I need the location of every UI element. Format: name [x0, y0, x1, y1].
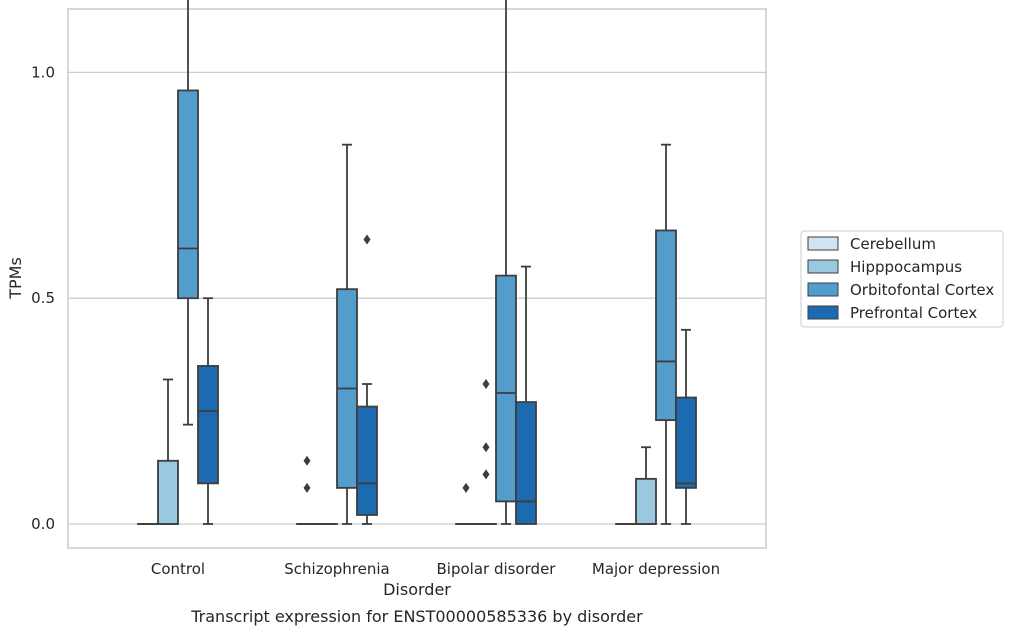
legend-label: Hipppocampus — [850, 258, 962, 276]
box-group — [655, 143, 677, 525]
box-group — [475, 379, 497, 525]
y-axis-label: TPMs — [6, 257, 25, 300]
chart-caption: Transcript expression for ENST0000058533… — [190, 607, 643, 626]
legend-swatch — [807, 236, 839, 251]
x-tick-label: Schizophrenia — [284, 560, 389, 578]
series-orbitofontal-cortex — [177, 0, 677, 525]
legend-swatch — [807, 305, 839, 320]
box-group — [197, 297, 219, 525]
box-group — [495, 0, 517, 525]
box-group — [515, 265, 537, 525]
series-hipppocampus — [157, 378, 657, 525]
plot-frame — [67, 8, 767, 549]
outlier-point — [303, 482, 311, 493]
box — [157, 459, 179, 525]
outlier-point — [462, 482, 470, 493]
series-prefrontal-cortex — [197, 234, 697, 525]
x-axis-ticks: Control Schizophrenia Bipolar disorder Majo… — [151, 560, 720, 578]
box-group — [356, 234, 378, 525]
x-tick-label: Major depression — [592, 560, 720, 578]
box — [655, 229, 677, 422]
box-group — [157, 378, 179, 525]
outlier-point — [363, 234, 371, 245]
box-group — [635, 446, 657, 525]
box — [356, 405, 378, 516]
outlier-point — [482, 379, 490, 390]
box-group — [675, 328, 697, 525]
legend-swatch — [807, 282, 839, 297]
box-group — [336, 143, 358, 525]
legend-label: Prefrontal Cortex — [850, 304, 977, 322]
box-group — [296, 455, 318, 525]
outlier-point — [482, 442, 490, 453]
y-tick-label: 0.0 — [31, 515, 55, 533]
box — [675, 396, 697, 489]
legend-label: Orbitofontal Cortex — [850, 281, 994, 299]
box — [495, 274, 517, 503]
x-axis-label: Disorder — [383, 580, 451, 599]
outlier-point — [303, 455, 311, 466]
y-axis-ticks: 0.00.51.01.52.0 — [31, 63, 55, 533]
legend-swatch — [807, 259, 839, 274]
legend-label: Cerebellum — [850, 235, 936, 253]
legend-frame — [800, 230, 1004, 328]
box — [515, 401, 537, 525]
box — [197, 365, 219, 485]
outlier-point — [482, 469, 490, 480]
box-group — [455, 482, 477, 525]
y-tick-label: 0.5 — [31, 289, 55, 307]
box — [635, 477, 657, 525]
x-tick-label: Control — [151, 560, 205, 578]
box-group — [177, 0, 199, 426]
x-tick-label: Bipolar disorder — [437, 560, 557, 578]
legend: Cerebellum Hipppocampus Orbitofontal Corte… — [800, 230, 1004, 328]
box-series — [137, 0, 697, 525]
y-tick-label: 1.0 — [31, 63, 55, 81]
box — [177, 89, 199, 300]
